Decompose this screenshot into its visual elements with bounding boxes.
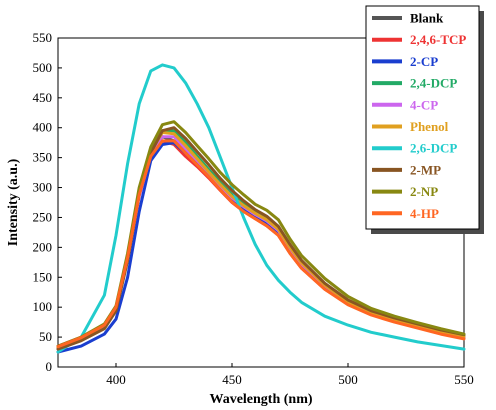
x-tick-label: 450 <box>222 372 242 387</box>
y-tick-label: 300 <box>33 180 53 195</box>
legend-label: 2,6-DCP <box>410 141 457 156</box>
y-tick-label: 50 <box>39 329 52 344</box>
y-tick-label: 450 <box>33 90 53 105</box>
x-tick-label: 550 <box>454 372 474 387</box>
legend-label: 4-CP <box>410 97 438 112</box>
y-tick-label: 250 <box>33 209 53 224</box>
y-axis: 0 50 100 150 200 250 300 350 400 450 500 550 <box>33 30 62 374</box>
series-line-2,6-DCP <box>56 63 466 354</box>
y-tick-label: 100 <box>33 299 53 314</box>
x-axis: 400 450 500 550 <box>106 363 474 387</box>
y-tick-label: 550 <box>33 30 53 45</box>
legend-label: Blank <box>410 11 444 26</box>
legend-label: 2-CP <box>410 54 438 69</box>
y-tick-label: 350 <box>33 150 53 165</box>
series-line-4-HP <box>56 139 466 349</box>
legend: Blank 2,4,6-TCP 2-CP 2,4-DCP 4-CP Phenol 2,6-D… <box>365 5 484 234</box>
legend-label: Phenol <box>410 119 449 134</box>
x-tick-label: 500 <box>338 372 358 387</box>
legend-label: 2,4-DCP <box>410 76 457 91</box>
y-tick-label: 200 <box>33 239 53 254</box>
x-tick-label: 400 <box>106 372 126 387</box>
legend-label: 2-MP <box>410 162 441 177</box>
legend-label: 2,4,6-TCP <box>410 32 466 47</box>
y-tick-label: 500 <box>33 60 53 75</box>
y-tick-label: 400 <box>33 120 53 135</box>
x-axis-title: Wavelength (nm) <box>209 392 312 407</box>
y-axis-title: Intensity (a.u.) <box>6 158 21 246</box>
series-layer <box>56 63 466 354</box>
legend-label: 2-NP <box>410 184 438 199</box>
y-tick-label: 0 <box>46 359 53 374</box>
y-tick-label: 150 <box>33 269 53 284</box>
legend-label: 4-HP <box>410 206 439 221</box>
